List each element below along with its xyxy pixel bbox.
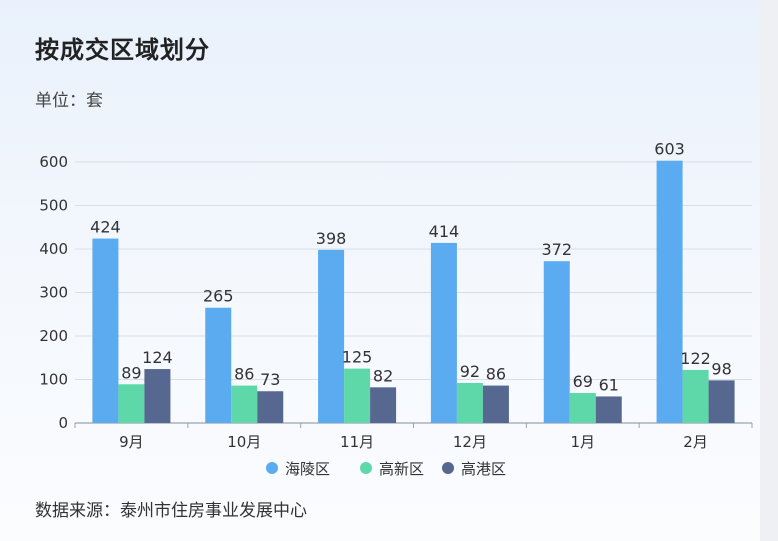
data-label: 603 <box>654 140 685 159</box>
unit-label: 单位：套 <box>35 91 103 111</box>
bar-高新区 <box>231 385 258 423</box>
data-label: 414 <box>429 222 460 241</box>
bar-高港区 <box>482 385 509 423</box>
bar-高新区 <box>682 369 709 423</box>
bar-高港区 <box>595 396 622 423</box>
y-tick-label: 200 <box>39 327 68 345</box>
legend-marker <box>360 462 372 474</box>
data-label: 61 <box>599 375 619 394</box>
data-label: 125 <box>342 348 373 367</box>
data-label: 92 <box>460 362 480 381</box>
legend-marker <box>266 462 278 474</box>
bar-海陵区 <box>205 307 232 423</box>
data-label: 89 <box>121 363 141 382</box>
y-tick-label: 0 <box>58 414 68 432</box>
y-tick-label: 100 <box>39 371 68 389</box>
data-label: 82 <box>373 366 393 385</box>
x-tick-label: 1月 <box>570 433 595 451</box>
bar-海陵区 <box>543 261 570 423</box>
bar-高港区 <box>370 387 397 423</box>
bar-海陵区 <box>318 249 345 423</box>
data-label: 86 <box>486 365 506 384</box>
data-label: 124 <box>142 348 173 367</box>
x-tick-label: 11月 <box>340 433 374 451</box>
y-tick-label: 400 <box>39 240 68 258</box>
bar-高港区 <box>144 369 171 423</box>
bar-高港区 <box>257 391 284 423</box>
bar-海陵区 <box>656 160 683 423</box>
chart-card <box>0 0 761 541</box>
data-label: 424 <box>90 218 121 237</box>
legend-marker <box>442 462 454 474</box>
y-tick-label: 500 <box>39 197 68 215</box>
data-label: 73 <box>260 370 280 389</box>
data-label: 265 <box>203 287 234 306</box>
data-label: 86 <box>234 365 254 384</box>
legend-label: 高新区 <box>379 460 424 478</box>
bar-高新区 <box>569 392 596 423</box>
bar-高新区 <box>456 382 483 423</box>
y-tick-label: 600 <box>39 153 68 171</box>
chart-title: 按成交区域划分 <box>35 36 210 64</box>
x-tick-label: 9月 <box>119 433 144 451</box>
legend-label: 海陵区 <box>285 460 330 478</box>
data-label: 398 <box>316 229 347 248</box>
x-tick-label: 12月 <box>453 433 487 451</box>
bar-高新区 <box>344 368 371 423</box>
bar-海陵区 <box>430 242 457 423</box>
data-label: 372 <box>541 240 572 259</box>
legend-label: 高港区 <box>461 460 506 478</box>
bar-高新区 <box>118 384 145 423</box>
x-tick-label: 2月 <box>683 433 708 451</box>
data-source: 数据来源：泰州市住房事业发展中心 <box>35 501 307 521</box>
data-label: 98 <box>711 359 731 378</box>
x-tick-label: 10月 <box>227 433 261 451</box>
bar-海陵区 <box>92 238 119 423</box>
bar-高港区 <box>708 380 735 423</box>
data-label: 122 <box>680 349 711 368</box>
page-edge <box>760 0 778 541</box>
y-tick-label: 300 <box>39 284 68 302</box>
data-label: 69 <box>573 372 593 391</box>
